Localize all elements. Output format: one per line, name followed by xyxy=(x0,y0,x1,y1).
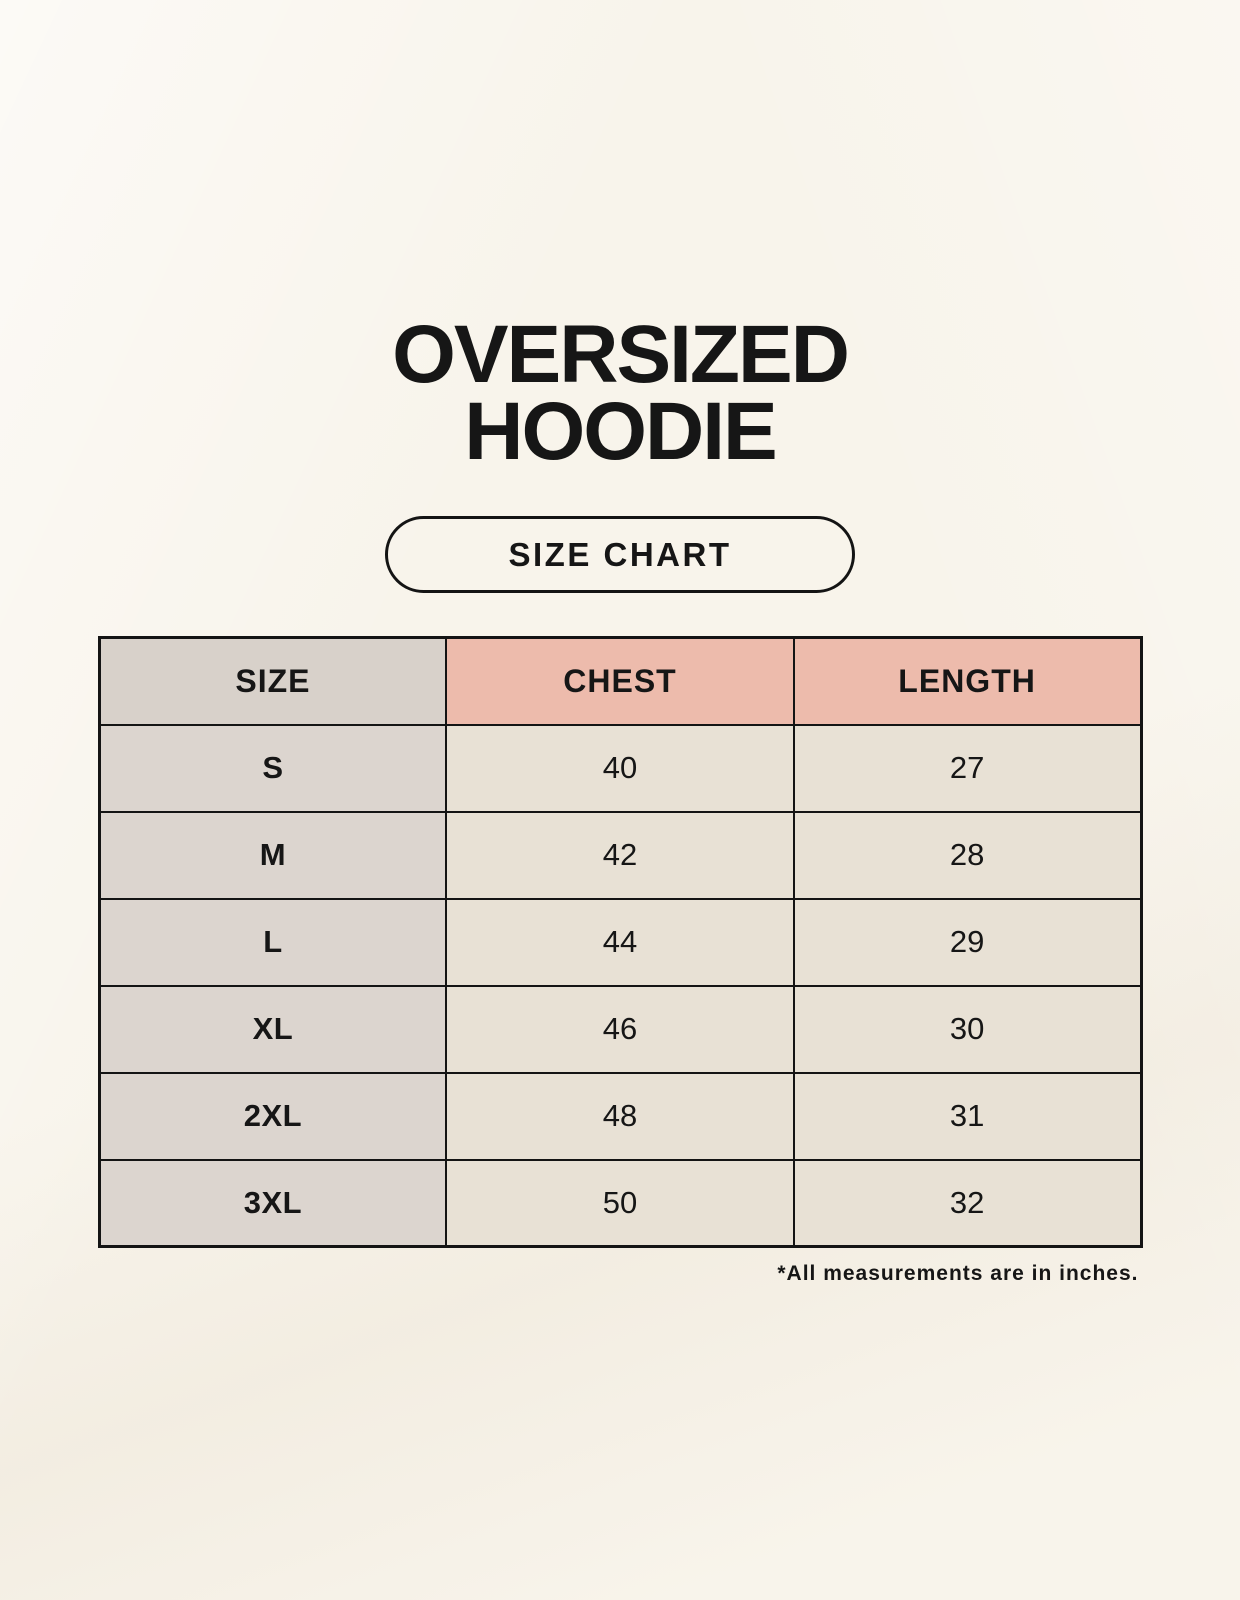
size-chart-button[interactable]: SIZE CHART xyxy=(385,516,855,593)
column-header-size: SIZE xyxy=(97,636,448,726)
value-cell: 46 xyxy=(445,984,795,1074)
table-row: 2XL 48 31 xyxy=(97,1071,1143,1161)
value-cell: 50 xyxy=(445,1158,795,1248)
table-row: L 44 29 xyxy=(97,897,1143,987)
column-header-chest: CHEST xyxy=(445,636,795,726)
size-cell: M xyxy=(97,810,448,900)
size-cell: S xyxy=(97,723,448,813)
size-cell: XL xyxy=(97,984,448,1074)
value-cell: 42 xyxy=(445,810,795,900)
size-table: SIZE CHEST LENGTH S 40 27 M 42 28 L 44 29 XL 46 30 2XL… xyxy=(97,636,1143,1248)
value-cell: 44 xyxy=(445,897,795,987)
column-header-length: LENGTH xyxy=(792,636,1143,726)
product-title: OVERSIZED HOODIE xyxy=(98,0,1143,477)
measurements-footnote: *All measurements are in inches. xyxy=(777,1262,1139,1285)
size-table-head-row: SIZE CHEST LENGTH xyxy=(97,636,1143,726)
product-title-line2: HOODIE xyxy=(464,386,777,477)
value-cell: 40 xyxy=(445,723,795,813)
size-cell: 3XL xyxy=(97,1158,448,1248)
value-cell: 29 xyxy=(792,897,1143,987)
product-title-line1: OVERSIZED xyxy=(392,309,850,400)
value-cell: 48 xyxy=(445,1071,795,1161)
value-cell: 27 xyxy=(792,723,1143,813)
value-cell: 31 xyxy=(792,1071,1143,1161)
value-cell: 30 xyxy=(792,984,1143,1074)
size-cell: L xyxy=(97,897,448,987)
size-chart-page: OVERSIZED HOODIE SIZE CHART SIZE CHEST LEN… xyxy=(97,0,1143,1286)
value-cell: 32 xyxy=(792,1158,1143,1248)
value-cell: 28 xyxy=(792,810,1143,900)
size-cell: 2XL xyxy=(97,1071,448,1161)
table-row: 3XL 50 32 xyxy=(97,1158,1143,1248)
size-table-body: S 40 27 M 42 28 L 44 29 XL 46 30 2XL 48 31 3XL 50 32 xyxy=(97,723,1143,1248)
table-row: M 42 28 xyxy=(97,810,1143,900)
table-row: S 40 27 xyxy=(97,723,1143,813)
table-row: XL 46 30 xyxy=(97,984,1143,1074)
size-chart-button-label: SIZE CHART xyxy=(508,535,732,573)
size-table-head: SIZE CHEST LENGTH xyxy=(97,636,1143,726)
